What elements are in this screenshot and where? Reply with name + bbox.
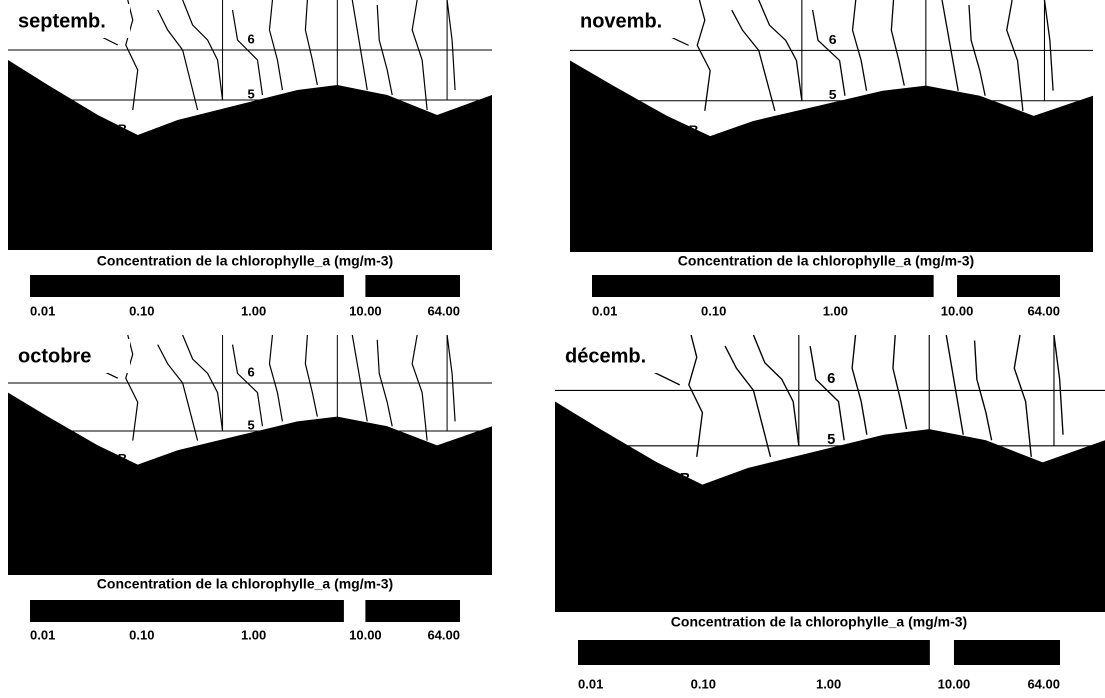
colorbar-tick: 1.00	[816, 676, 841, 691]
panel-label: septemb.	[18, 10, 106, 32]
colorbar-tick: 1.00	[241, 627, 266, 642]
panel-label: novemb.	[580, 10, 662, 32]
colorbar-tick: 64.00	[427, 303, 460, 318]
map-label: 6	[248, 31, 255, 46]
map-label: 6	[248, 365, 255, 380]
map-label: 6	[829, 32, 837, 46]
map-label: 5	[827, 432, 835, 448]
colorbar-tick: 0.10	[129, 303, 154, 318]
colorbar-tick: 0.01	[578, 676, 603, 691]
colorbar-title: Concentration de la chlorophylle_a (mg/m…	[678, 253, 974, 269]
colorbar	[957, 275, 1060, 297]
colorbar	[592, 275, 934, 297]
page: 6 5 Bseptemb. Concentration de la chlorophy…	[0, 0, 1105, 698]
colorbar-title: Concentration de la chlorophylle_a (mg/m…	[97, 253, 393, 269]
map: 6 5 B	[555, 335, 1105, 612]
colorbar-tick: 0.01	[30, 627, 55, 642]
colorbar	[30, 600, 344, 622]
colorbar-tick: 64.00	[427, 627, 460, 642]
colorbar-title: Concentration de la chlorophylle_a (mg/m…	[671, 614, 967, 630]
colorbar-tick: 0.10	[691, 676, 716, 691]
map-label: 6	[827, 371, 835, 387]
colorbar	[578, 640, 930, 665]
map-label: B	[680, 471, 691, 487]
colorbar-tick: 10.00	[349, 303, 382, 318]
colorbar-tick: 10.00	[938, 676, 971, 691]
colorbar-tick: 0.01	[30, 303, 55, 318]
map-label: B	[118, 121, 127, 136]
colorbar-title: Concentration de la chlorophylle_a (mg/m…	[97, 576, 393, 592]
map-label: 5	[248, 418, 255, 433]
colorbar	[30, 275, 344, 297]
colorbar-tick: 0.10	[129, 627, 154, 642]
map-label: B	[118, 451, 127, 466]
map-label: 5	[829, 88, 837, 102]
figure: 6 5 Bseptemb. Concentration de la chlorophy…	[0, 0, 1105, 698]
colorbar	[365, 600, 460, 622]
map-label: B	[689, 123, 699, 137]
map-label: 5	[248, 86, 255, 101]
colorbar-tick: 0.10	[701, 303, 726, 318]
colorbar-tick: 64.00	[1027, 303, 1060, 318]
colorbar-tick: 1.00	[241, 303, 266, 318]
colorbar	[954, 640, 1060, 665]
colorbar-tick: 1.00	[823, 303, 848, 318]
colorbar	[365, 275, 460, 297]
colorbar-tick: 64.00	[1027, 676, 1060, 691]
panel-label: décemb.	[565, 345, 646, 367]
colorbar-tick: 10.00	[349, 627, 382, 642]
colorbar-tick: 10.00	[941, 303, 974, 318]
panel-label: octobre	[18, 345, 91, 367]
colorbar-tick: 0.01	[592, 303, 617, 318]
